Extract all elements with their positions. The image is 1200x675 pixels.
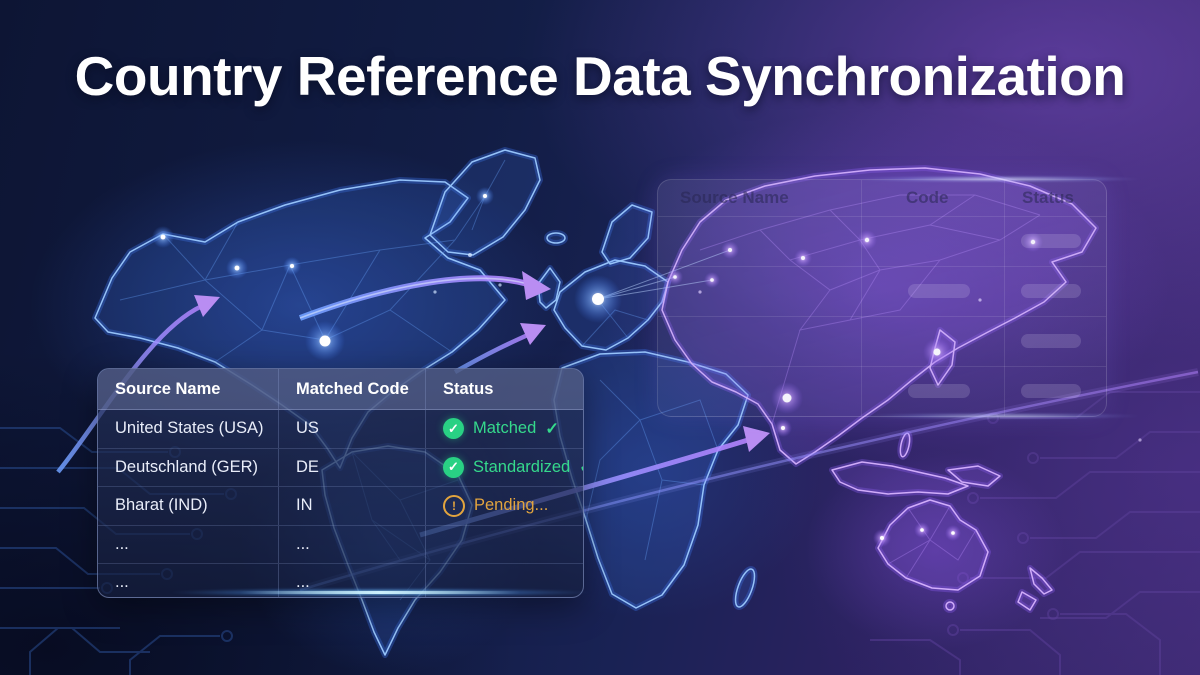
placeholder-pill <box>1021 384 1081 398</box>
divider <box>658 216 1106 217</box>
matched-code-cell: ... <box>279 525 426 563</box>
status-cell: ✓ Standardized ✓ <box>426 449 583 487</box>
ghost-header-status: Status <box>1022 188 1074 207</box>
status-cell <box>426 526 583 564</box>
divider <box>1004 180 1005 416</box>
matched-code-cell: ... <box>279 564 426 597</box>
matched-code-cell: IN <box>279 487 426 525</box>
table-row: United States (USA) US ✓ Matched ✓ <box>98 410 583 449</box>
page-title: Country Reference Data Synchronization <box>74 45 1126 107</box>
divider <box>658 266 1106 267</box>
divider <box>861 180 862 416</box>
placeholder-pill <box>1021 234 1081 248</box>
table-row: ... ... <box>98 564 583 597</box>
table-header-row: Source Name Matched Code Status <box>98 369 583 410</box>
country-mapping-table: Source Name Matched Code Status United S… <box>97 368 584 598</box>
glow-nodes <box>152 187 1142 547</box>
status-cell: ! Pending... <box>426 487 583 525</box>
status-cell: ✓ Matched ✓ <box>426 410 583 448</box>
source-name-cell: ... <box>98 525 279 563</box>
source-name-cell: ... <box>98 564 279 597</box>
status-label: Matched <box>473 419 537 438</box>
table-row: Deutschland (GER) DE ✓ Standardized ✓ <box>98 448 583 487</box>
placeholder-pill <box>908 284 970 298</box>
source-name-cell: United States (USA) <box>98 410 279 448</box>
status-label: Pending... <box>474 496 549 515</box>
matched-code-cell: DE <box>279 448 426 486</box>
divider <box>658 316 1106 317</box>
ghost-header-source: Source Name <box>680 188 789 207</box>
table-row: ... ... <box>98 525 583 564</box>
table-row: Bharat (IND) IN ! Pending... <box>98 487 583 526</box>
background-table: Source Name Code Status <box>657 179 1107 417</box>
placeholder-pill <box>1021 334 1081 348</box>
header-source-name: Source Name <box>98 369 279 409</box>
ghost-header-code: Code <box>906 188 949 207</box>
check-circle-icon: ✓ <box>443 456 464 478</box>
status-label: Standardized <box>473 457 571 476</box>
matched-code-cell: US <box>279 410 426 448</box>
header-matched-code: Matched Code <box>279 369 426 409</box>
check-icon: ✓ <box>545 419 560 438</box>
placeholder-pill <box>1021 284 1081 298</box>
divider <box>658 366 1106 367</box>
check-circle-icon: ✓ <box>443 418 464 440</box>
status-cell <box>426 564 583 597</box>
pending-circle-icon: ! <box>443 494 465 517</box>
source-name-cell: Bharat (IND) <box>98 487 279 525</box>
network-mesh-purple <box>699 194 1041 579</box>
check-icon: ✓ <box>579 457 583 477</box>
placeholder-pill <box>908 384 970 398</box>
header-status: Status <box>443 379 494 398</box>
source-name-cell: Deutschland (GER) <box>98 448 279 486</box>
